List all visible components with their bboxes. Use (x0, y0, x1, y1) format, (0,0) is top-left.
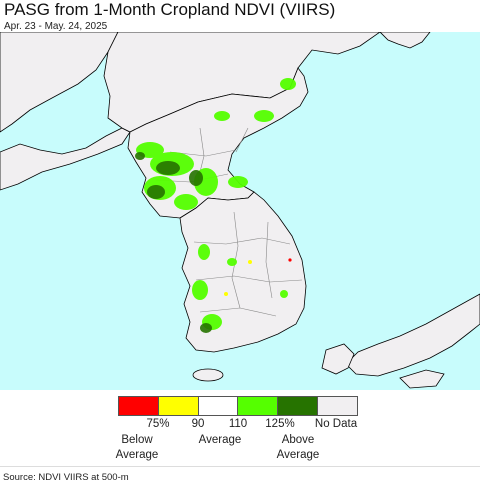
below-average-cells (224, 260, 252, 296)
legend-swatch-no-data (318, 397, 357, 415)
legend-below-average-label: Below Average (115, 434, 159, 461)
land-japan-honshu (345, 293, 480, 377)
legend-tick-75: 75% (146, 418, 170, 430)
land-jeju (192, 368, 224, 382)
legend-swatch-average (198, 397, 239, 415)
land-japan-shikoku (399, 369, 445, 389)
legend-bar (118, 396, 358, 416)
legend-tick-125: 125% (265, 418, 295, 430)
legend-tick-110: 110 (228, 418, 248, 430)
legend-above-average-label: Above Average (276, 434, 320, 461)
well-below-average-cells (288, 258, 292, 262)
legend-swatch-well-below (119, 397, 159, 415)
legend-no-data-label: No Data (314, 418, 358, 430)
legend-swatch-below (158, 397, 199, 415)
land-japan-kyushu (321, 343, 355, 375)
date-range: Apr. 23 - May. 24, 2025 (4, 21, 108, 32)
land-north-korea (127, 67, 309, 219)
land-south-korea (179, 191, 307, 353)
legend-swatch-well-above (278, 397, 319, 415)
legend-tick-90: 90 (191, 418, 205, 430)
ndvi-map (0, 32, 480, 390)
source-note: Source: NDVI VIIRS at 500-m (3, 472, 129, 483)
legend-average-label: Average (198, 434, 242, 446)
well-above-average-cells (135, 152, 212, 333)
page-title: PASG from 1-Month Cropland NDVI (VIIRS) (4, 0, 336, 19)
land-russia (379, 32, 431, 49)
legend-swatch-above (238, 397, 279, 415)
footer-divider (0, 466, 480, 467)
